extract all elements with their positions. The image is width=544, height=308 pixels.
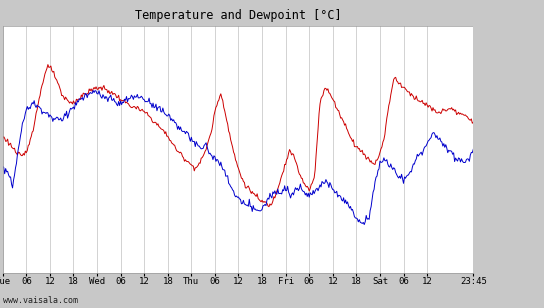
Text: Temperature and Dewpoint [°C]: Temperature and Dewpoint [°C] — [135, 9, 341, 22]
Text: www.vaisala.com: www.vaisala.com — [3, 296, 78, 305]
